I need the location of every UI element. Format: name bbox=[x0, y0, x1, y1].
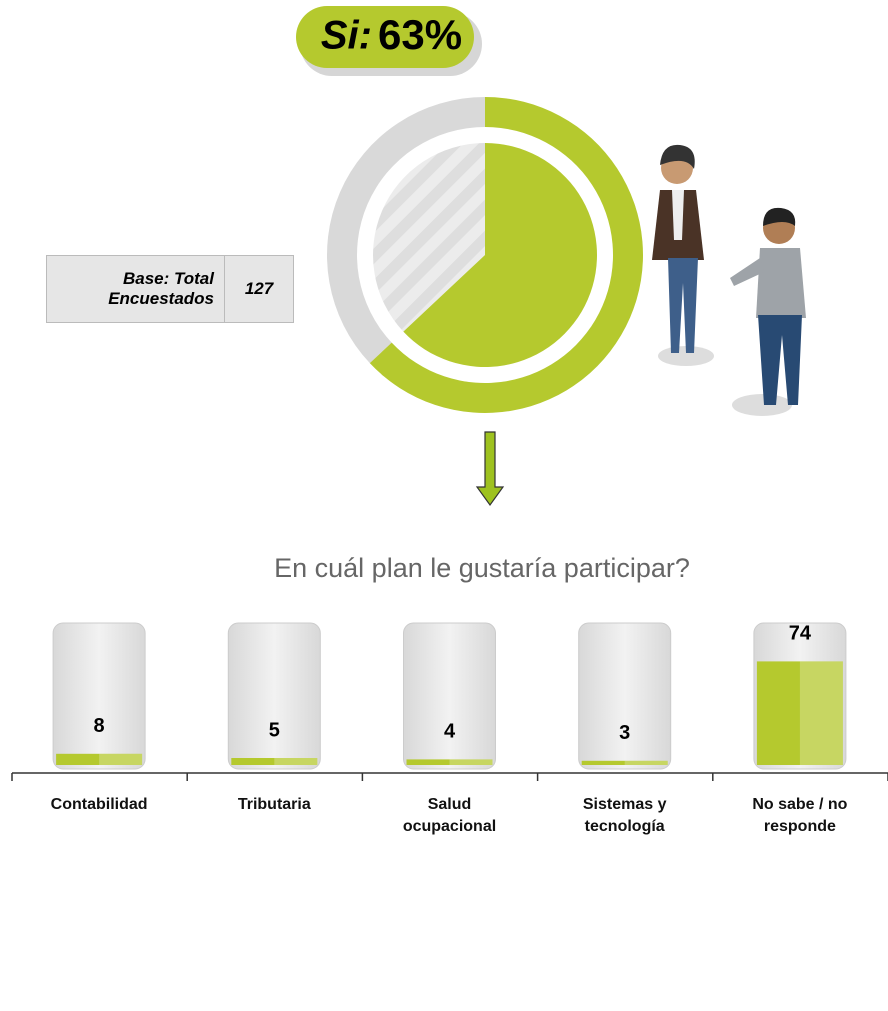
bar-highlight bbox=[99, 753, 143, 765]
donut-rest bbox=[327, 97, 485, 364]
value-label: 74 bbox=[789, 623, 812, 645]
bar-highlight bbox=[799, 661, 843, 765]
bar-highlight bbox=[274, 758, 318, 765]
badge-label: Si: bbox=[321, 14, 372, 58]
x-tick-label: Tributaria bbox=[237, 796, 311, 813]
value-label: 3 bbox=[619, 722, 630, 744]
badge-value: 63% bbox=[378, 11, 462, 58]
bar-highlight bbox=[624, 760, 668, 765]
value-label: 5 bbox=[269, 719, 280, 741]
badge bbox=[296, 6, 474, 68]
bar-highlight bbox=[449, 759, 493, 765]
base-value: 127 bbox=[244, 279, 274, 298]
bar-tube bbox=[578, 622, 672, 770]
bar bbox=[231, 758, 318, 765]
x-tick-label: Sistemas y tecnología bbox=[582, 796, 667, 835]
bar-tube bbox=[227, 622, 321, 770]
donut-yes bbox=[369, 97, 643, 413]
x-tick-label: Contabilidad bbox=[50, 796, 148, 813]
bar bbox=[581, 760, 668, 765]
base-label: Base: Total Encuestados bbox=[47, 256, 225, 322]
donut bbox=[327, 97, 643, 413]
people-illustration bbox=[652, 144, 806, 416]
bar-tube bbox=[52, 622, 146, 770]
x-tick-label: No sabe / no responde bbox=[752, 796, 848, 835]
x-tick-label: Salud ocupacional bbox=[402, 796, 497, 835]
bar bbox=[406, 759, 493, 765]
chart-title: En cuál plan le gustaría participar? bbox=[274, 553, 690, 583]
value-label: 8 bbox=[94, 715, 105, 737]
bar-tube bbox=[403, 622, 496, 770]
pie-rest bbox=[372, 143, 485, 332]
value-label: 4 bbox=[444, 721, 456, 743]
bar bbox=[756, 661, 843, 765]
base-table: Base: Total Encuestados 127 bbox=[46, 255, 294, 323]
bar bbox=[56, 753, 143, 765]
arrow bbox=[475, 431, 505, 507]
pie-yes bbox=[403, 143, 597, 367]
